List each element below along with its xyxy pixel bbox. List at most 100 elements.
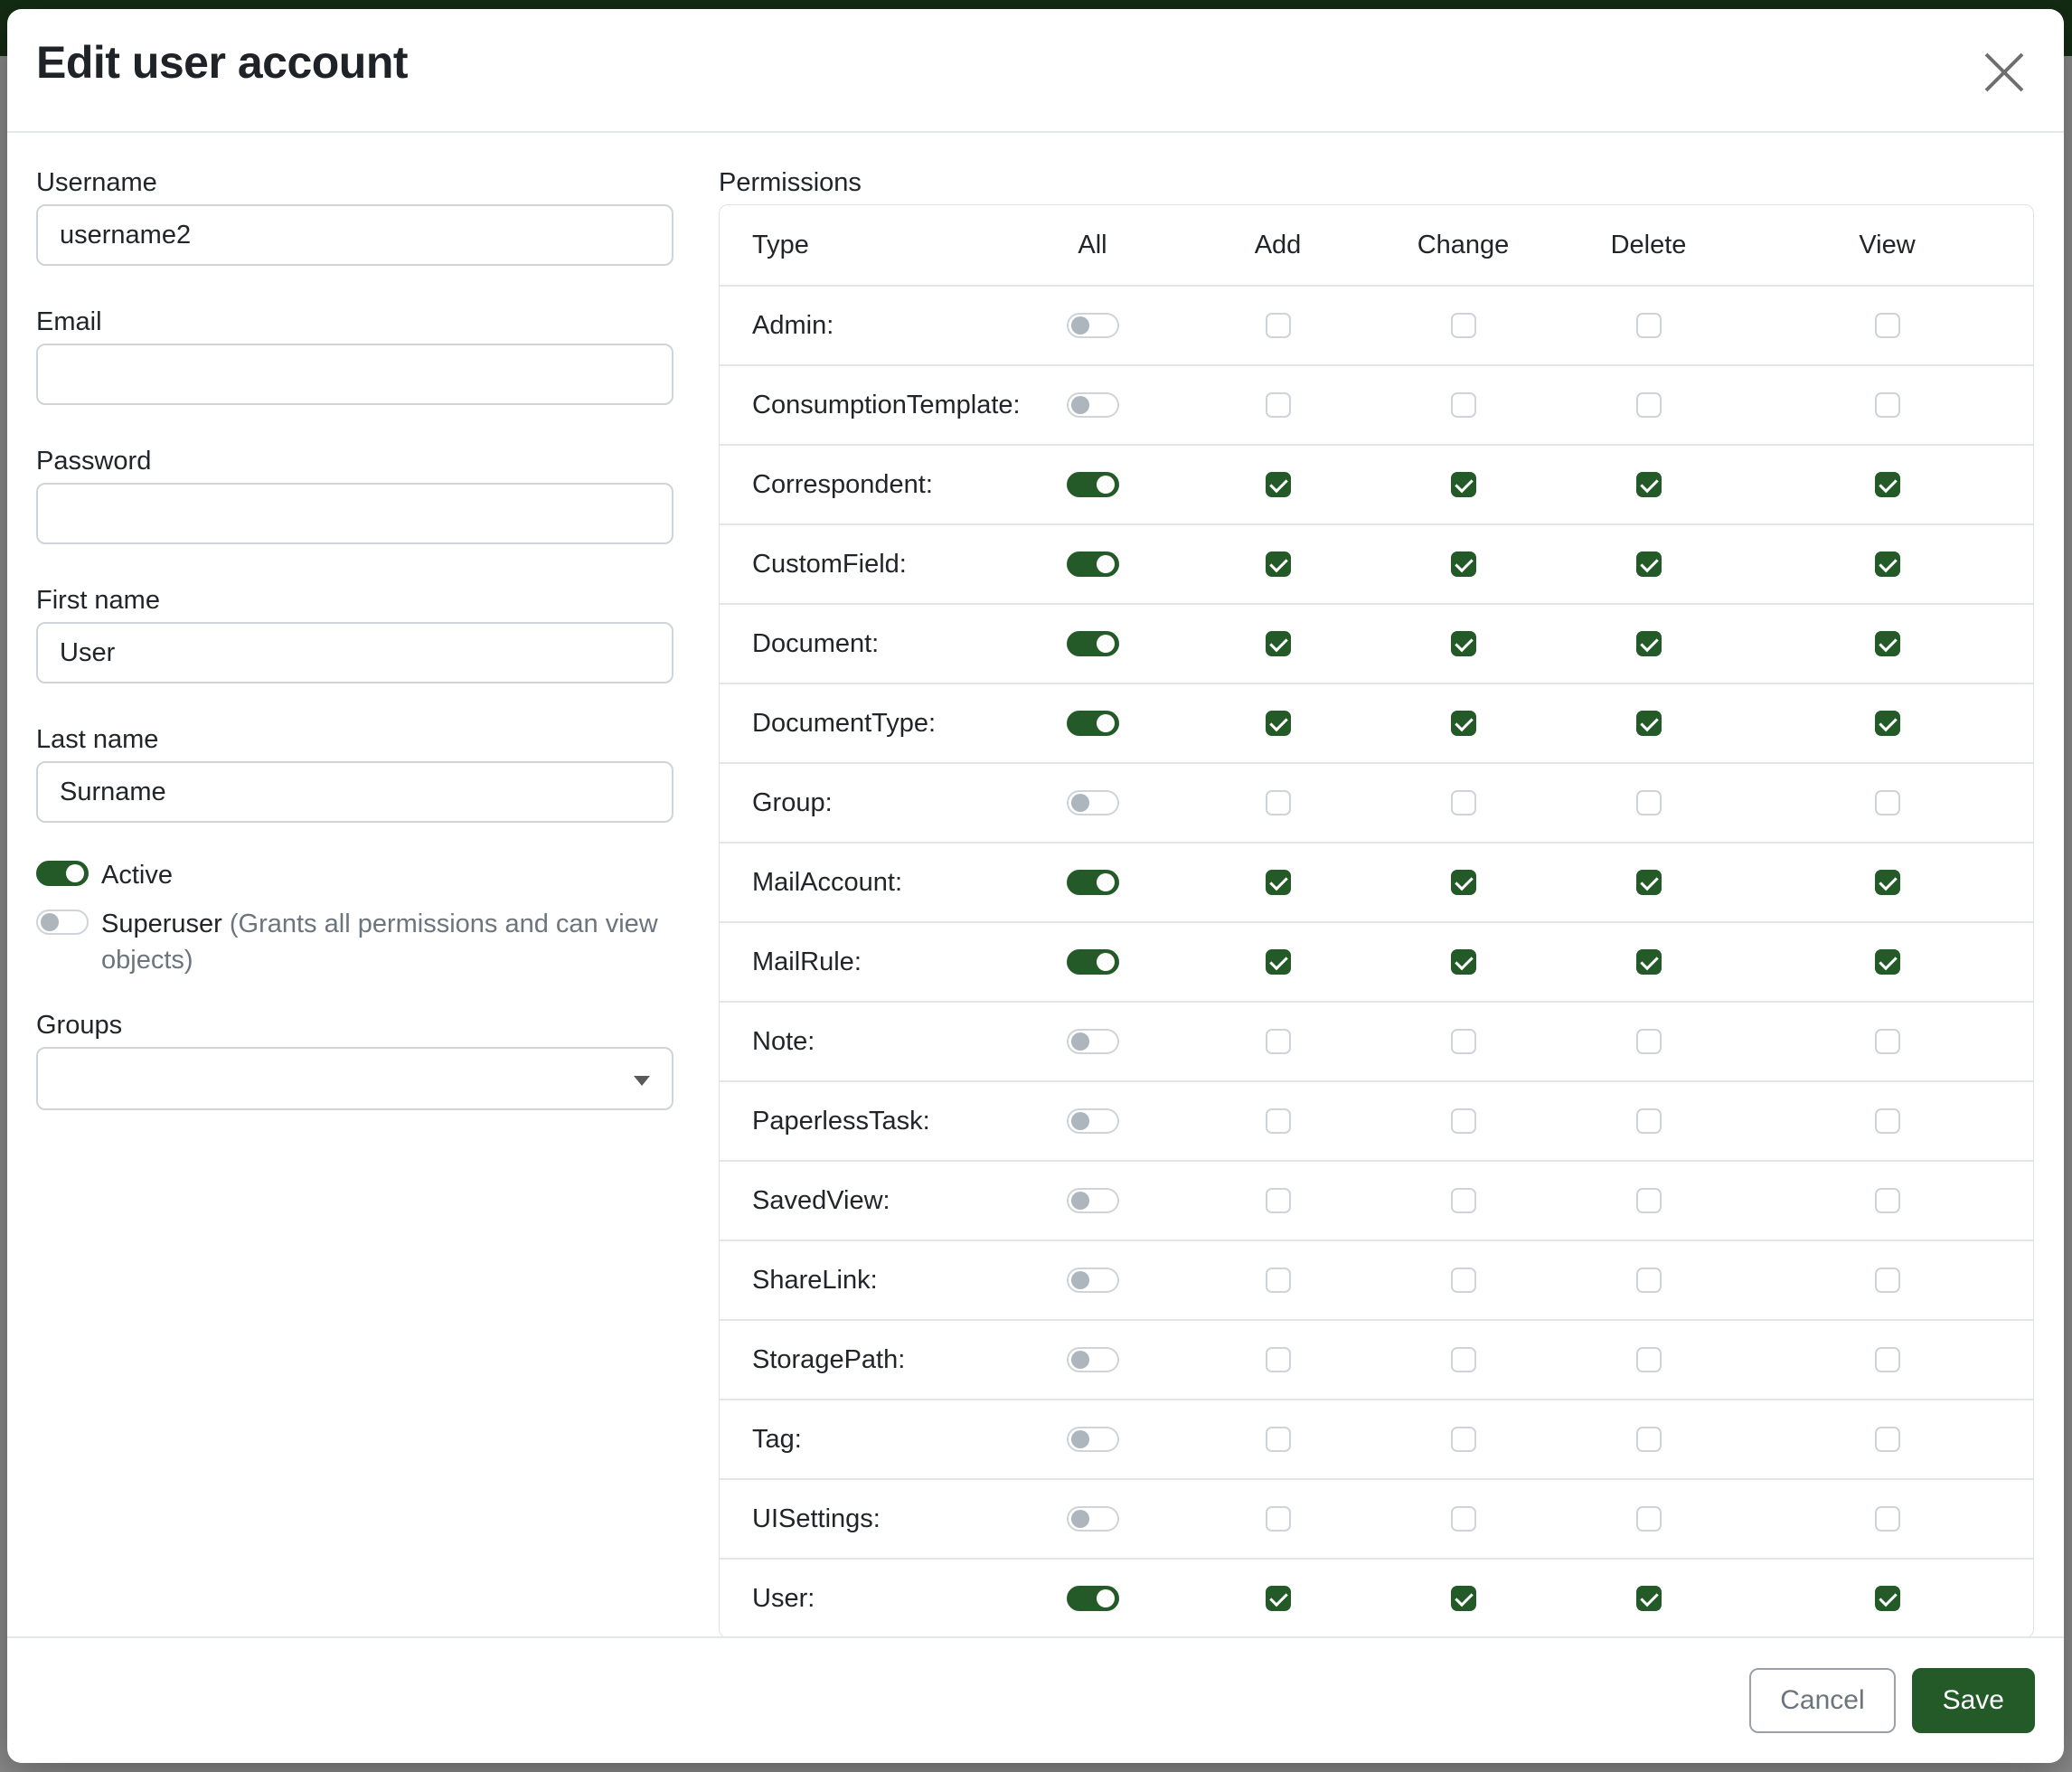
permission-add-checkbox[interactable]	[1265, 551, 1291, 577]
permission-view-checkbox[interactable]	[1874, 392, 1900, 418]
permission-change-checkbox[interactable]	[1450, 1188, 1476, 1213]
permission-all-toggle[interactable]	[1066, 1268, 1119, 1293]
permission-all-toggle[interactable]	[1066, 392, 1119, 418]
permission-change-checkbox[interactable]	[1450, 790, 1476, 815]
active-toggle[interactable]	[36, 861, 89, 886]
permission-change-checkbox[interactable]	[1450, 1506, 1476, 1532]
permission-all-toggle[interactable]	[1066, 631, 1119, 656]
permission-change-checkbox[interactable]	[1450, 1347, 1476, 1372]
permission-add-checkbox[interactable]	[1265, 1268, 1291, 1293]
permission-add-checkbox[interactable]	[1265, 1586, 1291, 1611]
permission-view-checkbox[interactable]	[1874, 1268, 1900, 1293]
permission-view-checkbox[interactable]	[1874, 313, 1900, 338]
permission-change-checkbox[interactable]	[1450, 1586, 1476, 1611]
permission-view-checkbox[interactable]	[1874, 711, 1900, 736]
permission-row: Group:	[720, 762, 2033, 842]
permission-delete-checkbox[interactable]	[1635, 313, 1662, 338]
permission-change-checkbox[interactable]	[1450, 870, 1476, 895]
permission-delete-checkbox[interactable]	[1635, 1506, 1662, 1532]
permission-delete-checkbox[interactable]	[1635, 1188, 1662, 1213]
permission-view-checkbox[interactable]	[1874, 472, 1900, 497]
permission-add-checkbox[interactable]	[1265, 711, 1291, 736]
permission-all-toggle[interactable]	[1066, 1586, 1119, 1611]
permission-type-label: User:	[752, 1583, 815, 1613]
permission-add-checkbox[interactable]	[1265, 1188, 1291, 1213]
permission-add-checkbox[interactable]	[1265, 392, 1291, 418]
permission-add-checkbox[interactable]	[1265, 1506, 1291, 1532]
permission-all-toggle[interactable]	[1066, 870, 1119, 895]
permission-delete-checkbox[interactable]	[1635, 790, 1662, 815]
permission-all-toggle[interactable]	[1066, 313, 1119, 338]
superuser-toggle[interactable]	[36, 910, 89, 935]
permission-view-checkbox[interactable]	[1874, 1188, 1900, 1213]
permission-view-checkbox[interactable]	[1874, 551, 1900, 577]
permission-delete-checkbox[interactable]	[1635, 870, 1662, 895]
permission-view-checkbox[interactable]	[1874, 1506, 1900, 1532]
permission-all-toggle[interactable]	[1066, 711, 1119, 736]
permission-view-checkbox[interactable]	[1874, 1347, 1900, 1372]
permission-change-checkbox[interactable]	[1450, 392, 1476, 418]
permission-all-toggle[interactable]	[1066, 1506, 1119, 1532]
permission-view-checkbox[interactable]	[1874, 1029, 1900, 1054]
permission-add-checkbox[interactable]	[1265, 1347, 1291, 1372]
permission-change-checkbox[interactable]	[1450, 313, 1476, 338]
permission-add-checkbox[interactable]	[1265, 472, 1291, 497]
last-name-input[interactable]	[36, 761, 673, 823]
permission-view-checkbox[interactable]	[1874, 1586, 1900, 1611]
permission-change-checkbox[interactable]	[1450, 949, 1476, 975]
permission-change-checkbox[interactable]	[1450, 551, 1476, 577]
close-button[interactable]	[1979, 47, 2030, 98]
permission-change-checkbox[interactable]	[1450, 1427, 1476, 1452]
permission-delete-checkbox[interactable]	[1635, 1108, 1662, 1134]
permission-delete-checkbox[interactable]	[1635, 1029, 1662, 1054]
permission-all-toggle[interactable]	[1066, 1347, 1119, 1372]
permission-add-checkbox[interactable]	[1265, 870, 1291, 895]
save-button[interactable]: Save	[1911, 1668, 2035, 1733]
chevron-down-icon	[634, 1076, 650, 1086]
permission-add-checkbox[interactable]	[1265, 1427, 1291, 1452]
permission-change-checkbox[interactable]	[1450, 631, 1476, 656]
permission-delete-checkbox[interactable]	[1635, 551, 1662, 577]
permission-delete-checkbox[interactable]	[1635, 949, 1662, 975]
permission-all-toggle[interactable]	[1066, 1427, 1119, 1452]
permission-change-checkbox[interactable]	[1450, 1268, 1476, 1293]
permission-view-checkbox[interactable]	[1874, 949, 1900, 975]
first-name-input[interactable]	[36, 622, 673, 683]
permission-all-toggle[interactable]	[1066, 551, 1119, 577]
permission-all-toggle[interactable]	[1066, 949, 1119, 975]
username-input[interactable]	[36, 204, 673, 266]
permission-change-checkbox[interactable]	[1450, 1108, 1476, 1134]
permission-delete-checkbox[interactable]	[1635, 1586, 1662, 1611]
permission-view-checkbox[interactable]	[1874, 1427, 1900, 1452]
permission-add-checkbox[interactable]	[1265, 949, 1291, 975]
permission-add-checkbox[interactable]	[1265, 790, 1291, 815]
permission-change-checkbox[interactable]	[1450, 711, 1476, 736]
col-header-view: View	[1859, 230, 1916, 259]
permission-delete-checkbox[interactable]	[1635, 392, 1662, 418]
permission-delete-checkbox[interactable]	[1635, 631, 1662, 656]
permission-add-checkbox[interactable]	[1265, 631, 1291, 656]
cancel-button[interactable]: Cancel	[1749, 1668, 1896, 1733]
permission-view-checkbox[interactable]	[1874, 870, 1900, 895]
permission-delete-checkbox[interactable]	[1635, 711, 1662, 736]
permission-delete-checkbox[interactable]	[1635, 1427, 1662, 1452]
permission-change-checkbox[interactable]	[1450, 1029, 1476, 1054]
permission-delete-checkbox[interactable]	[1635, 472, 1662, 497]
permission-add-checkbox[interactable]	[1265, 313, 1291, 338]
permission-all-toggle[interactable]	[1066, 472, 1119, 497]
permission-change-checkbox[interactable]	[1450, 472, 1476, 497]
permission-view-checkbox[interactable]	[1874, 790, 1900, 815]
email-input[interactable]	[36, 344, 673, 405]
permission-all-toggle[interactable]	[1066, 790, 1119, 815]
groups-select[interactable]	[36, 1047, 673, 1110]
permission-delete-checkbox[interactable]	[1635, 1268, 1662, 1293]
password-input[interactable]	[36, 483, 673, 544]
permission-view-checkbox[interactable]	[1874, 631, 1900, 656]
permission-view-checkbox[interactable]	[1874, 1108, 1900, 1134]
permission-all-toggle[interactable]	[1066, 1029, 1119, 1054]
permission-add-checkbox[interactable]	[1265, 1029, 1291, 1054]
permission-add-checkbox[interactable]	[1265, 1108, 1291, 1134]
permission-delete-checkbox[interactable]	[1635, 1347, 1662, 1372]
permission-all-toggle[interactable]	[1066, 1188, 1119, 1213]
permission-all-toggle[interactable]	[1066, 1108, 1119, 1134]
